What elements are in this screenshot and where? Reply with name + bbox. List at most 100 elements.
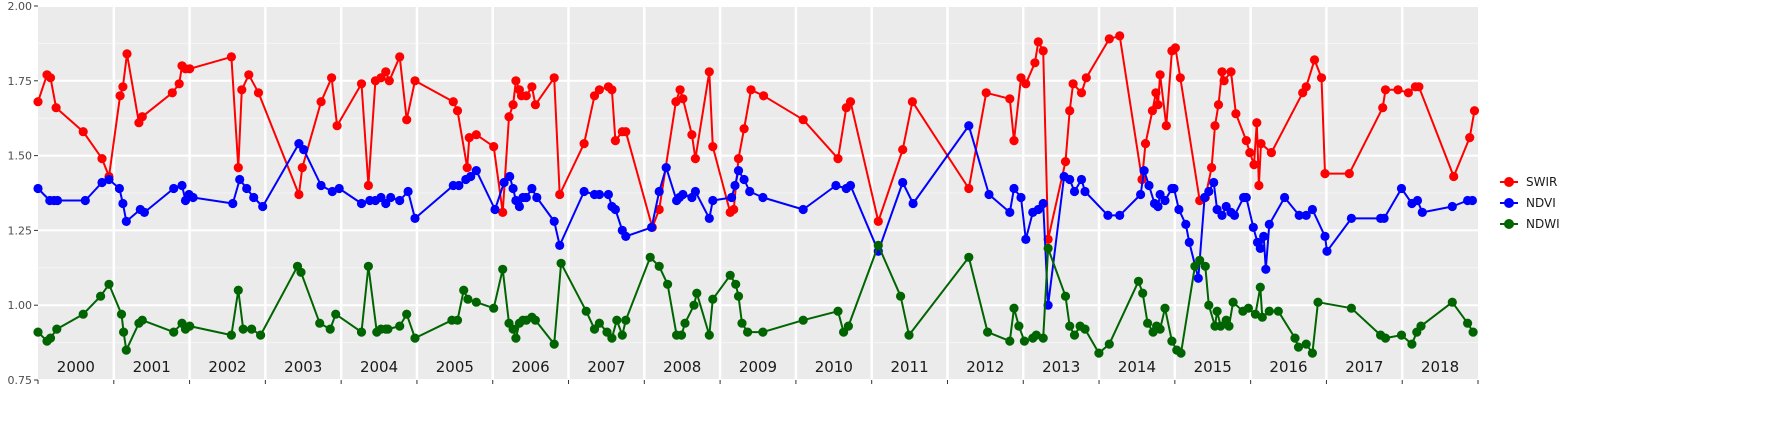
data-point-ndvi <box>1259 231 1269 241</box>
data-point-ndwi <box>1138 288 1148 298</box>
data-point-ndwi <box>725 270 735 280</box>
data-point-ndwi <box>612 315 622 325</box>
data-point-swir <box>1393 85 1403 95</box>
data-point-swir <box>1151 88 1161 98</box>
data-point-ndwi <box>489 303 499 313</box>
data-point-swir <box>78 127 88 137</box>
data-point-ndwi <box>226 330 236 340</box>
data-point-ndvi <box>1169 183 1179 194</box>
data-point-ndvi <box>228 198 238 209</box>
data-point-swir <box>1065 106 1075 116</box>
data-point-ndvi <box>514 201 525 212</box>
data-point-swir <box>244 70 254 80</box>
year-label: 2016 <box>1269 358 1307 376</box>
data-point-ndwi <box>1224 321 1234 331</box>
data-point-ndwi <box>896 291 906 301</box>
data-point-ndvi <box>730 180 740 191</box>
data-point-swir <box>833 154 843 164</box>
data-point-swir <box>395 52 405 62</box>
data-point-ndvi <box>114 183 124 194</box>
data-point-ndvi <box>1307 204 1317 215</box>
data-point-swir <box>1033 37 1043 47</box>
data-point-ndwi <box>402 309 412 319</box>
series-layer <box>33 31 1480 358</box>
data-point-ndvi <box>831 180 841 191</box>
data-point-ndvi <box>334 183 344 194</box>
data-point-swir <box>185 64 195 74</box>
data-point-ndvi <box>249 192 259 203</box>
data-point-swir <box>1147 106 1157 116</box>
data-point-swir <box>356 79 367 89</box>
year-label: 2003 <box>284 358 322 376</box>
data-point-ndvi <box>603 189 614 200</box>
data-point-ndvi <box>758 192 768 203</box>
data-point-ndvi <box>169 183 179 194</box>
data-point-ndwi <box>1204 300 1214 310</box>
data-point-swir <box>704 67 714 77</box>
data-point-ndwi <box>743 327 753 337</box>
data-point-ndwi <box>1019 336 1029 346</box>
data-point-swir <box>316 97 326 107</box>
data-point-swir <box>508 100 518 110</box>
data-point-ndvi <box>299 145 309 155</box>
data-point-ndwi <box>1155 324 1165 334</box>
data-point-ndwi <box>1160 303 1170 313</box>
data-point-ndwi <box>185 321 195 331</box>
data-point-ndwi <box>452 315 463 325</box>
data-point-swir <box>1301 82 1311 92</box>
data-point-ndvi <box>1005 207 1015 217</box>
data-point-swir <box>594 85 605 95</box>
data-point-swir <box>1449 171 1459 182</box>
data-point-swir <box>964 183 974 194</box>
data-point-ndwi <box>843 321 854 331</box>
data-point-ndvi <box>1229 210 1240 220</box>
data-point-ndvi <box>1193 273 1203 283</box>
data-point-ndwi <box>1009 303 1019 313</box>
data-point-ndvi <box>621 231 631 241</box>
data-point-ndwi <box>1176 348 1186 358</box>
data-point-ndwi <box>1005 336 1015 346</box>
data-point-swir <box>607 85 617 95</box>
year-label: 2012 <box>966 358 1004 376</box>
data-point-ndvi <box>1294 210 1304 220</box>
data-point-ndwi <box>1307 348 1317 358</box>
data-point-swir <box>845 97 856 107</box>
year-label: 2010 <box>815 358 853 376</box>
data-point-ndvi <box>1467 195 1477 206</box>
data-point-ndvi <box>1320 231 1330 241</box>
data-point-ndwi <box>556 258 566 268</box>
data-point-swir <box>511 76 521 86</box>
data-point-ndvi <box>1447 201 1457 212</box>
data-point-ndvi <box>1379 213 1389 223</box>
data-point-ndwi <box>1250 309 1260 319</box>
data-point-swir <box>1414 82 1424 92</box>
data-point-ndwi <box>676 330 687 340</box>
data-point-ndwi <box>680 318 690 328</box>
data-point-ndwi <box>1447 297 1457 307</box>
data-point-swir <box>1254 180 1264 191</box>
data-point-swir <box>873 216 883 226</box>
data-point-swir <box>610 136 621 146</box>
data-point-ndwi <box>1133 276 1144 286</box>
data-point-ndwi <box>663 279 673 289</box>
data-point-ndwi <box>1313 297 1323 307</box>
data-point-ndvi <box>356 198 367 209</box>
data-point-swir <box>739 124 749 134</box>
data-point-ndwi <box>1104 339 1114 349</box>
year-label: 2001 <box>133 358 171 376</box>
data-point-ndvi <box>964 121 974 131</box>
data-point-swir <box>678 94 688 104</box>
data-point-swir <box>253 88 264 98</box>
legend-label-ndwi: NDWI <box>1526 217 1560 231</box>
data-point-ndwi <box>645 252 655 262</box>
data-point-ndwi <box>325 324 335 334</box>
data-point-ndvi <box>739 174 749 185</box>
data-point-swir <box>549 73 559 83</box>
series-ndvi <box>33 121 1477 310</box>
data-point-ndwi <box>233 285 243 295</box>
data-point-swir <box>687 130 697 140</box>
data-point-swir <box>1155 70 1165 80</box>
data-point-ndvi <box>845 180 856 191</box>
data-point-swir <box>527 82 537 92</box>
data-point-swir <box>729 204 739 215</box>
